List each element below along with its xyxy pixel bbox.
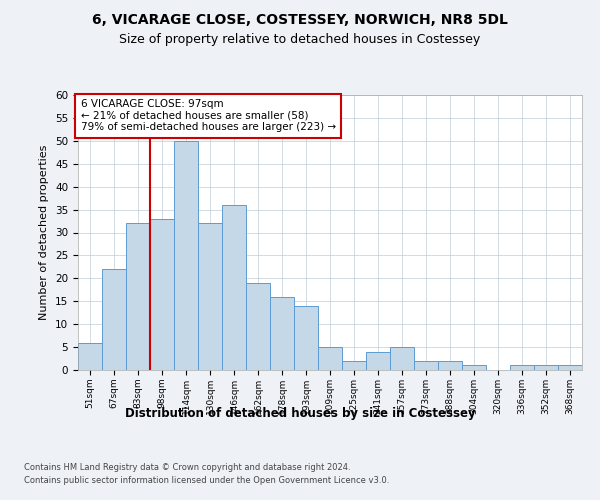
Bar <box>126 224 150 370</box>
Bar <box>102 269 126 370</box>
Bar <box>462 366 486 370</box>
Bar <box>534 366 558 370</box>
Text: 6, VICARAGE CLOSE, COSTESSEY, NORWICH, NR8 5DL: 6, VICARAGE CLOSE, COSTESSEY, NORWICH, N… <box>92 12 508 26</box>
Y-axis label: Number of detached properties: Number of detached properties <box>40 145 49 320</box>
Bar <box>198 224 222 370</box>
Bar <box>318 347 342 370</box>
Text: Size of property relative to detached houses in Costessey: Size of property relative to detached ho… <box>119 32 481 46</box>
Bar <box>366 352 390 370</box>
Bar <box>390 347 414 370</box>
Text: Contains HM Land Registry data © Crown copyright and database right 2024.: Contains HM Land Registry data © Crown c… <box>24 462 350 471</box>
Bar <box>270 296 294 370</box>
Bar <box>78 342 102 370</box>
Bar <box>438 361 462 370</box>
Bar <box>510 366 534 370</box>
Bar <box>222 205 246 370</box>
Bar <box>174 141 198 370</box>
Bar <box>558 366 582 370</box>
Bar <box>414 361 438 370</box>
Bar <box>246 283 270 370</box>
Text: 6 VICARAGE CLOSE: 97sqm
← 21% of detached houses are smaller (58)
79% of semi-de: 6 VICARAGE CLOSE: 97sqm ← 21% of detache… <box>80 99 335 132</box>
Text: Distribution of detached houses by size in Costessey: Distribution of detached houses by size … <box>125 408 475 420</box>
Bar <box>294 306 318 370</box>
Text: Contains public sector information licensed under the Open Government Licence v3: Contains public sector information licen… <box>24 476 389 485</box>
Bar <box>150 219 174 370</box>
Bar <box>342 361 366 370</box>
